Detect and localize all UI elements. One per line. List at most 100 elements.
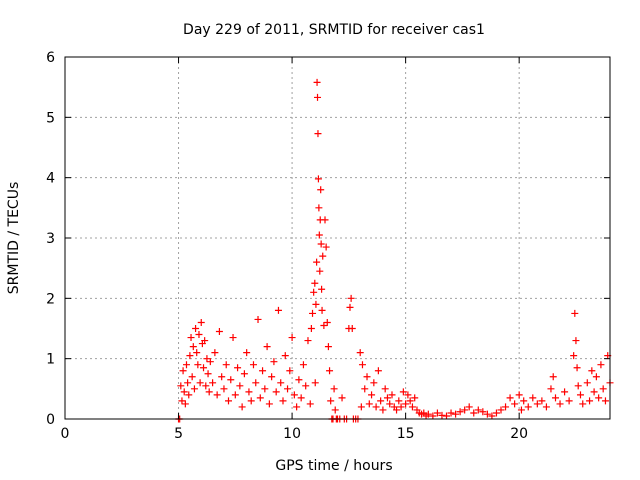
data-point-marker <box>317 186 325 194</box>
x-tick-label: 10 <box>283 426 301 442</box>
data-point-marker <box>318 285 326 293</box>
data-point-marker <box>456 408 464 416</box>
data-point-marker <box>202 382 210 390</box>
data-point-marker <box>192 325 200 332</box>
y-tick-label: 6 <box>46 50 55 66</box>
data-point-marker <box>424 410 432 418</box>
data-point-marker <box>204 370 212 378</box>
data-point-marker <box>256 394 264 402</box>
data-point-marker <box>310 288 318 296</box>
data-point-marker <box>524 403 532 411</box>
data-point-marker <box>570 352 578 360</box>
data-point-marker <box>573 364 581 372</box>
data-point-marker <box>338 394 346 402</box>
data-point-marker <box>374 367 382 375</box>
data-point-marker <box>317 240 325 248</box>
data-point-marker <box>196 379 204 387</box>
points-layer <box>175 78 614 423</box>
data-point-marker <box>576 391 584 399</box>
data-point-marker <box>272 388 280 396</box>
data-point-marker <box>206 358 214 366</box>
data-point-marker <box>297 394 305 402</box>
data-point-marker <box>529 394 537 402</box>
data-point-marker <box>549 373 557 381</box>
data-point-marker <box>245 388 253 396</box>
data-point-marker <box>517 406 525 414</box>
data-point-marker <box>284 385 292 393</box>
data-point-marker <box>288 334 296 342</box>
data-point-marker <box>542 403 550 411</box>
data-point-marker <box>197 318 205 326</box>
data-point-marker <box>511 400 519 408</box>
data-point-marker <box>249 361 257 369</box>
data-point-marker <box>261 385 269 393</box>
data-point-marker <box>443 412 450 420</box>
data-point-marker <box>318 306 326 314</box>
data-point-marker <box>178 397 186 405</box>
data-point-marker <box>438 411 446 419</box>
data-point-marker <box>452 410 460 418</box>
data-point-marker <box>274 306 282 314</box>
data-point-marker <box>347 294 355 302</box>
data-point-marker <box>479 408 487 416</box>
data-point-marker <box>299 361 307 369</box>
data-point-marker <box>234 364 242 372</box>
data-point-marker <box>326 367 334 375</box>
data-point-marker <box>381 385 389 393</box>
data-point-marker <box>203 355 211 363</box>
data-point-marker <box>247 397 255 405</box>
data-point-marker <box>213 391 221 399</box>
data-point-marker <box>295 376 303 384</box>
data-point-marker <box>182 361 190 369</box>
data-point-marker <box>470 409 478 417</box>
y-tick-label: 3 <box>46 231 55 247</box>
data-point-marker <box>547 385 555 393</box>
data-point-marker <box>193 349 201 357</box>
data-point-marker <box>252 379 260 387</box>
data-point-marker <box>227 376 235 384</box>
data-point-marker <box>194 361 202 369</box>
data-point-marker <box>361 385 369 393</box>
data-point-marker <box>377 397 385 405</box>
data-point-marker <box>497 406 505 414</box>
data-point-marker <box>319 252 327 260</box>
data-point-marker <box>293 403 301 411</box>
data-point-marker <box>314 93 322 101</box>
data-point-marker <box>243 349 251 357</box>
data-point-marker <box>313 258 321 266</box>
data-point-marker <box>330 385 338 393</box>
data-point-marker <box>488 412 496 420</box>
x-tick-label: 5 <box>174 426 183 442</box>
data-point-marker <box>533 400 541 408</box>
data-point-marker <box>184 379 192 387</box>
data-point-marker <box>254 315 262 323</box>
y-axis-label: SRMTID / TECUs <box>6 182 22 295</box>
data-point-marker <box>211 349 219 357</box>
data-point-marker <box>238 403 246 411</box>
data-point-marker <box>270 358 278 366</box>
data-point-marker <box>599 385 607 393</box>
data-point-marker <box>314 130 322 138</box>
data-point-marker <box>502 403 510 411</box>
data-point-marker <box>386 400 394 408</box>
data-point-marker <box>393 406 401 414</box>
data-point-marker <box>286 367 294 375</box>
data-point-marker <box>315 204 323 212</box>
x-tick-label: 0 <box>61 426 70 442</box>
data-point-marker <box>177 382 185 390</box>
data-point-marker <box>312 300 320 308</box>
y-tick-label: 0 <box>46 412 55 428</box>
data-point-marker <box>370 379 378 387</box>
data-point-marker <box>465 403 473 411</box>
x-tick-label: 15 <box>397 426 415 442</box>
data-point-marker <box>302 382 310 390</box>
data-point-marker <box>314 175 322 183</box>
data-point-marker <box>231 391 239 399</box>
data-point-marker <box>225 397 232 405</box>
data-point-marker <box>411 394 419 402</box>
y-tick-label: 2 <box>46 291 55 307</box>
data-point-marker <box>205 388 213 396</box>
data-point-marker <box>306 400 314 408</box>
